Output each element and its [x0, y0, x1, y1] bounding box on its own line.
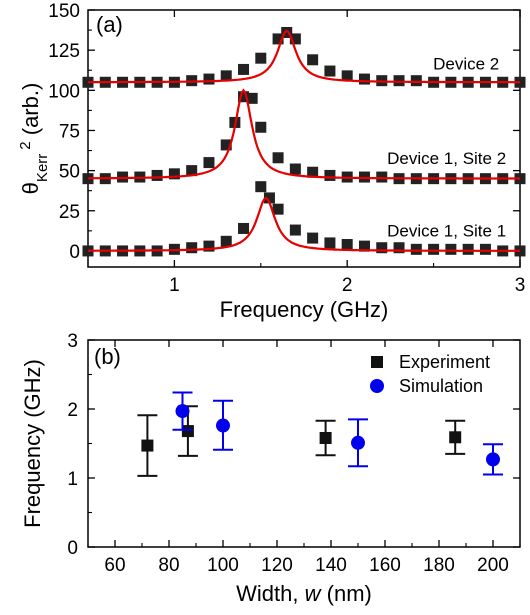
y-axis-label-b: Frequency (GHz)	[20, 359, 45, 528]
series-label-a: Device 2	[433, 54, 499, 73]
data-point-a	[307, 54, 319, 66]
legend-marker-simulation	[370, 379, 384, 393]
x-tick-label-a: 3	[515, 275, 526, 296]
data-point-a	[272, 203, 284, 215]
data-point-a	[376, 171, 388, 183]
data-point-a	[445, 243, 457, 255]
x-tick-label-b: 60	[104, 555, 125, 576]
x-tick-label-b: 180	[423, 555, 455, 576]
data-point-a	[246, 92, 258, 104]
data-point-a	[255, 121, 267, 133]
data-point-a	[324, 237, 336, 249]
y-tick-label-b: 2	[67, 400, 78, 421]
experiment-point-b	[319, 431, 332, 444]
legend-marker-experiment	[371, 356, 383, 368]
fit-curve-a	[88, 88, 520, 180]
data-point-a	[307, 232, 319, 244]
data-point-a	[376, 242, 388, 254]
simulation-point-b	[216, 418, 230, 433]
data-point-a	[220, 70, 232, 82]
data-point-a	[238, 222, 250, 234]
data-point-a	[203, 73, 215, 85]
data-point-a	[272, 152, 284, 164]
y-tick-label-a: 0	[69, 242, 80, 263]
y-tick-label-a: 125	[48, 41, 80, 62]
data-point-a	[272, 33, 284, 45]
data-point-a	[255, 181, 267, 193]
y-tick-label-a: 150	[48, 1, 80, 22]
data-point-a	[410, 243, 422, 255]
y-tick-label-b: 0	[67, 538, 78, 559]
plot-frame-a	[87, 9, 521, 268]
y-tick-label-a: 100	[48, 81, 80, 102]
simulation-point-b	[175, 404, 190, 419]
simulation-point-b	[351, 435, 365, 450]
x-tick-label-b: 80	[158, 555, 179, 576]
data-point-a	[281, 26, 293, 38]
data-point-a	[289, 33, 301, 45]
simulation-point-b	[486, 452, 500, 467]
data-point-a	[203, 240, 215, 252]
panel-label-a: (a)	[96, 12, 123, 37]
y-axis-label-a: θKerr2 (arb.)	[17, 83, 51, 195]
y-tick-label-b: 3	[67, 331, 78, 352]
x-tick-label-a: 1	[169, 275, 180, 296]
data-point-a	[393, 242, 405, 254]
data-point-a	[238, 91, 250, 103]
series-label-a: Device 1, Site 2	[387, 149, 506, 168]
y-tick-label-a: 50	[59, 162, 80, 183]
x-tick-label-b: 120	[261, 555, 293, 576]
data-point-a	[220, 235, 232, 247]
data-point-a	[307, 166, 319, 178]
data-point-a	[479, 243, 491, 255]
x-tick-label-b: 160	[369, 555, 401, 576]
x-tick-label-a: 2	[342, 275, 353, 296]
data-point-a	[255, 52, 267, 64]
x-axis-label-a: Frequency (GHz)	[220, 297, 389, 322]
data-point-a	[238, 63, 250, 75]
data-point-a	[220, 139, 232, 151]
experiment-point-b	[141, 439, 154, 452]
data-point-a	[168, 168, 180, 180]
series-label-a: Device 1, Site 1	[387, 221, 506, 240]
fit-curve-a	[88, 29, 520, 84]
legend-label: Experiment	[399, 352, 490, 372]
y-tick-label-b: 1	[67, 469, 78, 490]
data-point-a	[263, 192, 275, 204]
data-point-a	[341, 70, 353, 82]
data-point-a	[462, 243, 474, 255]
y-tick-label-a: 75	[59, 121, 80, 142]
y-tick-label-a: 25	[59, 202, 80, 223]
data-point-a	[393, 75, 405, 87]
data-point-a	[410, 75, 422, 87]
experiment-point-b	[181, 425, 194, 438]
data-point-a	[203, 157, 215, 169]
fit-curve-a	[88, 196, 520, 252]
data-point-a	[324, 65, 336, 77]
data-point-a	[186, 242, 198, 254]
data-point-a	[289, 224, 301, 236]
legend-label: Simulation	[399, 376, 483, 396]
data-point-a	[289, 163, 301, 175]
data-point-a	[428, 243, 440, 255]
x-tick-label-b: 140	[315, 555, 347, 576]
experiment-point-b	[449, 431, 462, 444]
data-point-a	[358, 240, 370, 252]
data-point-a	[358, 73, 370, 85]
data-point-a	[324, 169, 336, 181]
data-point-a	[186, 165, 198, 177]
data-point-a	[151, 169, 163, 181]
panel-label-b: (b)	[94, 344, 121, 369]
x-tick-label-b: 200	[477, 555, 509, 576]
data-point-a	[341, 239, 353, 251]
x-axis-label-b: Width, w (nm)	[236, 581, 372, 606]
x-tick-label-b: 100	[207, 555, 239, 576]
